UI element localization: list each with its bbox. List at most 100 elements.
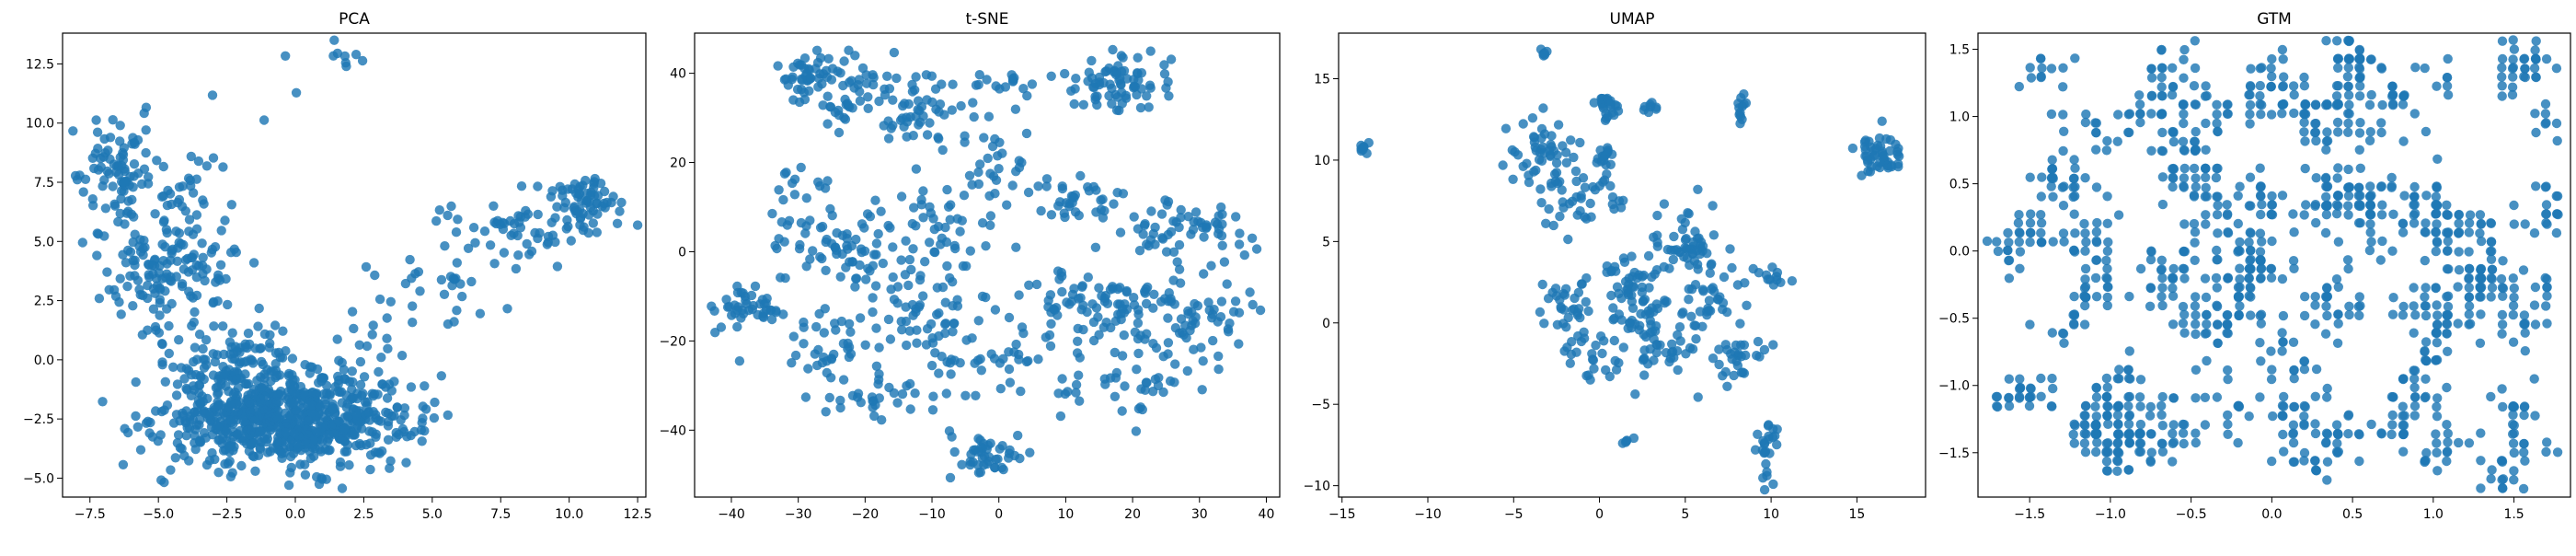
- data-point: [1866, 142, 1876, 152]
- data-point: [2103, 237, 2113, 248]
- data-point: [208, 153, 219, 163]
- data-point: [1991, 391, 2002, 402]
- data-point: [2376, 210, 2387, 220]
- data-point: [799, 339, 809, 349]
- data-point: [1129, 212, 1139, 222]
- data-point: [2025, 227, 2036, 237]
- data-point: [2289, 108, 2299, 119]
- data-point: [1112, 299, 1123, 309]
- data-point: [2091, 226, 2102, 237]
- data-point: [2321, 36, 2331, 46]
- data-point: [2354, 292, 2364, 302]
- data-point: [1117, 98, 1128, 109]
- data-point: [943, 202, 954, 212]
- data-point: [905, 378, 915, 389]
- data-point: [1702, 249, 1712, 259]
- data-point: [289, 381, 299, 391]
- data-point: [839, 56, 849, 66]
- data-point: [166, 465, 176, 475]
- data-point: [1572, 310, 1583, 320]
- data-point: [585, 203, 596, 213]
- data-point: [1117, 351, 1128, 361]
- data-point: [2454, 218, 2464, 228]
- data-point: [209, 296, 219, 307]
- data-point: [417, 436, 427, 446]
- data-point: [374, 366, 384, 377]
- data-point: [328, 51, 339, 61]
- data-point: [1581, 296, 1592, 307]
- data-point: [998, 353, 1008, 364]
- data-point: [2014, 210, 2024, 220]
- data-point: [2080, 173, 2090, 183]
- data-point: [888, 95, 898, 105]
- data-point: [2333, 53, 2344, 64]
- data-point: [1092, 91, 1102, 101]
- data-point: [2299, 210, 2309, 220]
- data-point: [368, 320, 378, 330]
- x-tick-label: 0.5: [2342, 507, 2363, 522]
- data-point: [2498, 401, 2508, 412]
- data-point: [2541, 200, 2552, 210]
- data-point: [2531, 127, 2541, 138]
- data-point: [1643, 250, 1654, 261]
- data-point: [2299, 72, 2309, 83]
- data-point: [220, 458, 230, 469]
- data-point: [1166, 296, 1177, 307]
- data-point: [2299, 127, 2309, 137]
- data-point: [363, 408, 374, 418]
- data-point: [365, 464, 375, 475]
- data-point: [2102, 466, 2112, 476]
- data-point: [916, 194, 926, 205]
- data-point: [927, 338, 938, 348]
- data-point: [2342, 255, 2353, 265]
- data-point: [2101, 457, 2112, 467]
- data-point: [930, 247, 940, 258]
- data-point: [1759, 344, 1770, 355]
- data-point: [1727, 262, 1737, 273]
- data-point: [599, 198, 609, 209]
- data-point: [1894, 151, 1904, 161]
- data-point: [452, 306, 462, 316]
- y-tick-label: 0: [678, 245, 686, 260]
- data-point: [189, 317, 199, 328]
- data-point: [2442, 73, 2453, 83]
- data-point: [892, 398, 903, 408]
- data-point: [522, 238, 532, 249]
- data-point: [868, 73, 879, 83]
- data-point: [371, 432, 381, 442]
- data-point: [897, 325, 907, 335]
- data-point: [1164, 91, 1174, 101]
- data-point: [2113, 400, 2123, 411]
- data-point: [2409, 392, 2421, 402]
- data-point: [1689, 320, 1699, 330]
- data-point: [1539, 319, 1549, 329]
- data-point: [2508, 72, 2518, 82]
- data-point: [385, 463, 395, 473]
- data-point: [178, 408, 188, 418]
- data-point: [1073, 323, 1083, 334]
- data-point: [955, 226, 965, 237]
- data-point: [921, 70, 932, 80]
- y-tick-label: 10: [1314, 154, 1330, 168]
- data-point: [351, 411, 362, 421]
- data-point: [2112, 466, 2122, 476]
- data-point: [2069, 438, 2079, 448]
- data-point: [787, 358, 797, 368]
- data-point: [2386, 172, 2397, 183]
- data-point: [2157, 199, 2168, 210]
- data-point: [2246, 310, 2256, 320]
- data-point: [2212, 245, 2222, 256]
- data-point: [272, 389, 282, 400]
- data-point: [2068, 191, 2078, 203]
- data-point: [869, 249, 880, 260]
- data-point: [1172, 257, 1182, 267]
- data-point: [2213, 228, 2223, 238]
- data-point: [2508, 300, 2519, 311]
- data-point: [2398, 446, 2409, 457]
- data-point: [2453, 282, 2463, 292]
- data-point: [2245, 81, 2256, 91]
- data-point: [1591, 340, 1601, 351]
- data-point: [902, 132, 912, 142]
- data-point: [2157, 91, 2168, 101]
- data-point: [1672, 346, 1683, 356]
